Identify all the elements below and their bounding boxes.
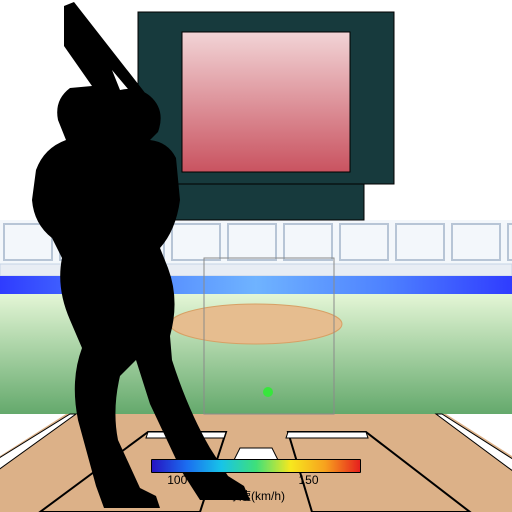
legend-gradient-bar — [151, 459, 361, 473]
scoreboard-base — [168, 184, 364, 220]
legend-ticks: 100 150 — [151, 473, 361, 487]
legend-label: 球速(km/h) — [151, 487, 361, 504]
legend-tick-100: 100 — [167, 473, 187, 487]
infield-dirt-arc — [170, 304, 342, 344]
pitch-marker — [263, 387, 273, 397]
pitch-chart: 100 150 球速(km/h) — [0, 0, 512, 512]
scoreboard-screen — [182, 32, 350, 172]
legend-tick-150: 150 — [298, 473, 318, 487]
velocity-legend: 100 150 球速(km/h) — [151, 459, 361, 504]
stadium-svg — [0, 0, 512, 512]
